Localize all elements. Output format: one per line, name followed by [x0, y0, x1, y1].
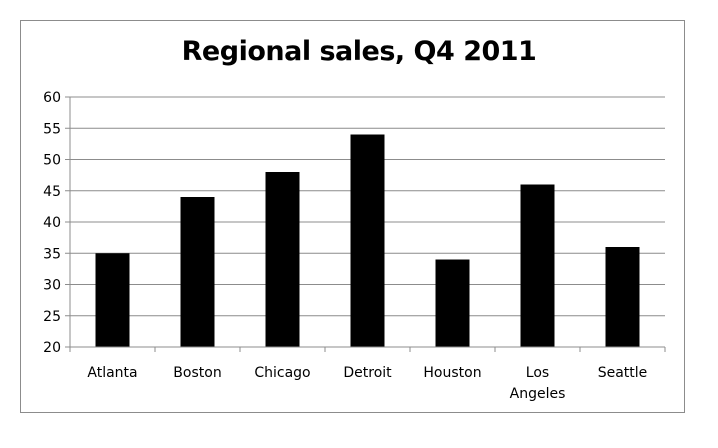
chart-title: Regional sales, Q4 2011	[181, 36, 537, 67]
bar-los-angeles	[520, 184, 555, 347]
x-tick-label: Boston	[173, 365, 221, 381]
x-tick-label: Los Angeles	[510, 365, 566, 402]
y-tick-label: 60	[43, 90, 61, 106]
bar-atlanta	[95, 253, 130, 347]
y-tick-label: 45	[43, 184, 61, 200]
y-tick-label: 40	[43, 215, 61, 231]
bar-detroit	[350, 134, 385, 347]
bar-boston	[180, 197, 215, 347]
x-tick-label: Houston	[423, 365, 481, 381]
axes	[65, 96, 666, 352]
bar-seattle	[605, 247, 640, 347]
bar-chicago	[265, 172, 300, 347]
x-tick-label: Chicago	[254, 365, 310, 381]
x-tick-label: Detroit	[343, 365, 392, 381]
y-tick-label: 55	[43, 121, 61, 137]
bars	[95, 134, 640, 347]
axis-labels: 20 25 30 35 40 45 50 55 60 Atlanta Boston Chicago De…	[43, 90, 647, 402]
y-tick-label: 35	[43, 246, 61, 262]
y-tick-label: 50	[43, 153, 61, 169]
bar-houston	[435, 259, 470, 347]
y-tick-label: 20	[43, 340, 61, 356]
y-tick-label: 30	[43, 278, 61, 294]
y-tick-label: 25	[43, 309, 61, 325]
x-tick-label: Atlanta	[87, 365, 137, 381]
x-tick-label: Seattle	[598, 365, 648, 381]
